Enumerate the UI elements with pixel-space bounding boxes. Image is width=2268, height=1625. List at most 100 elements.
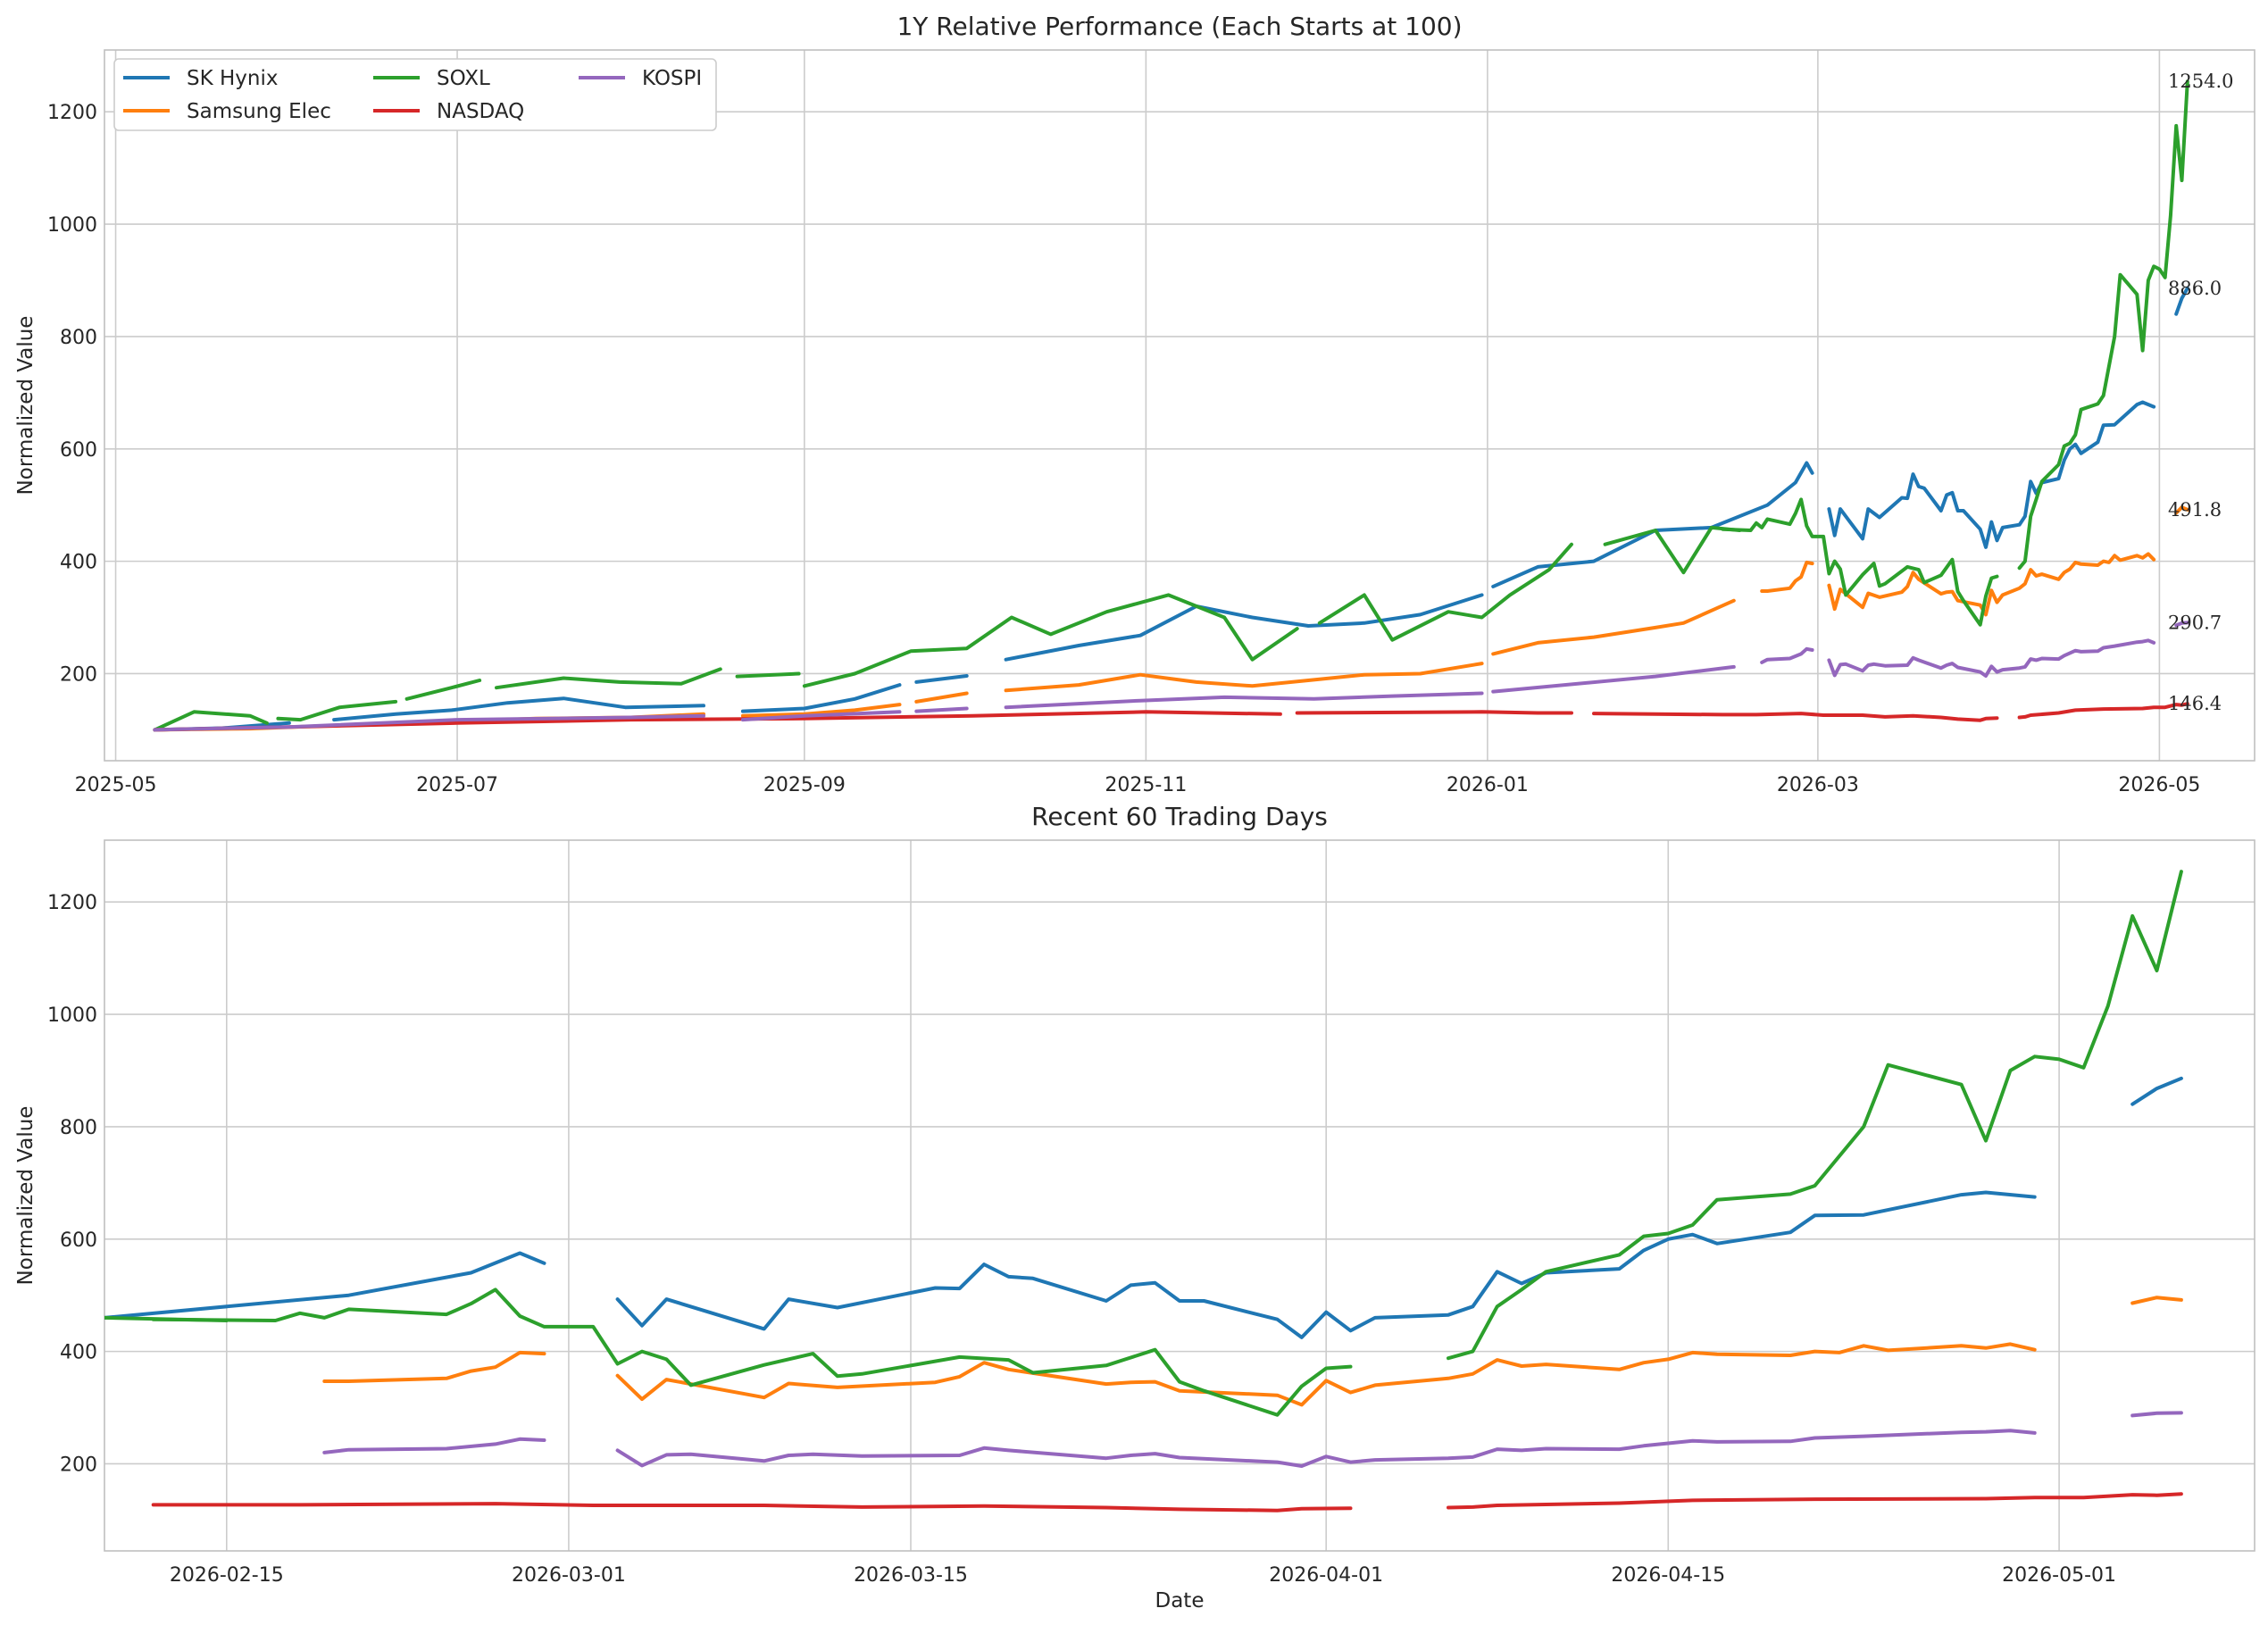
y-tick-label: 600 <box>60 1229 97 1252</box>
end-value-label: 1254.0 <box>2168 71 2233 92</box>
y-tick-label: 800 <box>60 1117 97 1139</box>
end-value-label: 146.4 <box>2168 693 2222 714</box>
y-tick-label: 400 <box>60 552 97 574</box>
series-line-soxl <box>1317 542 1573 642</box>
panel-1y: 2025-05 2025-07 2025-09 2025-11 2026-01 2026-… <box>14 12 2255 796</box>
chart-title: 1Y Relative Performance (Each Starts at … <box>896 12 1462 41</box>
y-axis-label: Normalized Value <box>14 316 38 496</box>
x-tick-label: 2026-04-15 <box>1611 1564 1725 1587</box>
series-line-soxl <box>495 667 722 690</box>
y-tick-labels: 200 400 600 800 1000 1200 <box>47 892 97 1476</box>
legend-label-kospi: KOSPI <box>642 67 702 90</box>
series-line-sk-hynix <box>615 1190 2037 1339</box>
series-line-soxl <box>1721 497 1999 627</box>
series-line-samsung-elec <box>1827 552 2156 617</box>
axes-frame <box>104 49 2255 762</box>
x-tick-label: 2026-03 <box>1777 774 1859 796</box>
series-line-sk-hynix <box>2130 1076 2183 1106</box>
legend-label-nasdaq: NASDAQ <box>437 100 524 123</box>
series-soxl <box>153 79 2189 732</box>
series-line-samsung-elec <box>1760 560 1814 593</box>
x-tick-label: 2025-11 <box>1105 774 1187 796</box>
series-line-kospi <box>1004 691 1484 710</box>
y-tick-label: 200 <box>60 663 97 686</box>
series-line-soxl <box>151 1288 1353 1417</box>
series-line-sk-hynix <box>2174 286 2189 316</box>
series-line-sk-hynix <box>332 696 705 722</box>
series-line-sk-hynix <box>740 683 902 713</box>
axes-frame <box>104 839 2255 1552</box>
series-line-samsung-elec <box>2174 505 2189 515</box>
series-line-soxl <box>404 679 482 701</box>
series-line-kospi <box>2130 1411 2183 1418</box>
y-axis-label: Normalized Value <box>14 1106 38 1286</box>
x-tick-label: 2026-03-15 <box>854 1564 968 1587</box>
series-line-soxl <box>153 710 269 732</box>
series-line-samsung-elec <box>615 1342 2037 1407</box>
series-line-samsung-elec <box>2130 1296 2183 1305</box>
series-line-soxl <box>735 671 801 679</box>
series-line-nasdaq <box>1447 1492 2183 1510</box>
series-samsung-elec <box>322 1296 2183 1407</box>
series-sk-hynix <box>104 1076 2183 1339</box>
series-line-samsung-elec <box>322 1350 546 1383</box>
x-tick-label: 2026-01 <box>1447 774 1529 796</box>
series-line-kospi <box>322 1437 546 1454</box>
y-tick-label: 1200 <box>47 102 97 124</box>
series-line-kospi <box>914 706 969 713</box>
series-line-samsung-elec <box>740 703 902 718</box>
series-line-kospi <box>2174 621 2189 628</box>
x-tick-label: 2025-07 <box>416 774 498 796</box>
series-line-samsung-elec <box>1004 662 1484 693</box>
grid <box>104 840 2255 1551</box>
y-tick-label: 600 <box>60 439 97 462</box>
legend-label-soxl: SOXL <box>437 67 490 90</box>
x-tick-label: 2025-05 <box>75 774 157 796</box>
x-tick-label: 2026-05 <box>2118 774 2200 796</box>
legend-label-samsung: Samsung Elec <box>187 100 331 123</box>
series-line-soxl <box>276 699 398 722</box>
series-line-soxl <box>802 593 1299 688</box>
panel-60d: 2026-02-15 2026-03-01 2026-03-15 2026-04-01… <box>14 802 2255 1612</box>
series-line-sk-hynix <box>1827 400 2156 549</box>
series-line-samsung-elec <box>914 691 969 704</box>
y-tick-label: 1000 <box>47 214 97 237</box>
y-tick-label: 1000 <box>47 1004 97 1027</box>
legend-box <box>113 58 717 131</box>
x-tick-label: 2025-09 <box>763 774 846 796</box>
series-line-kospi <box>1491 664 1736 694</box>
series-nasdaq <box>151 1492 2183 1512</box>
legend-label-sk-hynix: SK Hynix <box>187 67 278 90</box>
x-tick-label: 2026-02-15 <box>170 1564 284 1587</box>
end-value-label: 491.8 <box>2168 499 2222 521</box>
series-line-sk-hynix <box>104 1251 546 1320</box>
series-line-kospi <box>1760 646 1814 664</box>
series-kospi <box>322 1411 2183 1468</box>
series-line-kospi <box>1827 638 2156 678</box>
series-line-kospi <box>615 1429 2037 1468</box>
series-line-nasdaq <box>1592 712 1999 722</box>
grid <box>104 50 2255 761</box>
y-tick-labels: 200 400 600 800 1000 1200 <box>47 102 97 686</box>
y-tick-label: 800 <box>60 327 97 349</box>
series-line-sk-hynix <box>1004 593 1484 662</box>
x-tick-label: 2026-05-01 <box>2002 1564 2116 1587</box>
x-tick-labels: 2026-02-15 2026-03-01 2026-03-15 2026-04-01… <box>170 1564 2116 1587</box>
series-line-kospi <box>740 710 902 722</box>
x-tick-label: 2026-04-01 <box>1269 1564 1383 1587</box>
series-line-sk-hynix <box>914 674 969 684</box>
x-tick-label: 2026-03-01 <box>512 1564 626 1587</box>
legend: SK Hynix Samsung Elec SOXL NASDAQ KOSPI <box>113 58 717 131</box>
y-tick-label: 1200 <box>47 892 97 914</box>
series-group <box>153 79 2189 732</box>
series-line-soxl <box>1447 870 2183 1361</box>
chart-title: Recent 60 Trading Days <box>1031 802 1328 831</box>
end-value-label: 290.7 <box>2168 612 2222 633</box>
x-tick-labels: 2025-05 2025-07 2025-09 2025-11 2026-01 2026-… <box>75 774 2201 796</box>
series-line-soxl <box>2017 79 2189 571</box>
y-tick-label: 400 <box>60 1342 97 1364</box>
end-labels: 1254.0 886.0 491.8 290.7 146.4 <box>2168 71 2233 714</box>
series-soxl <box>104 870 2183 1417</box>
series-line-kospi <box>153 713 705 732</box>
